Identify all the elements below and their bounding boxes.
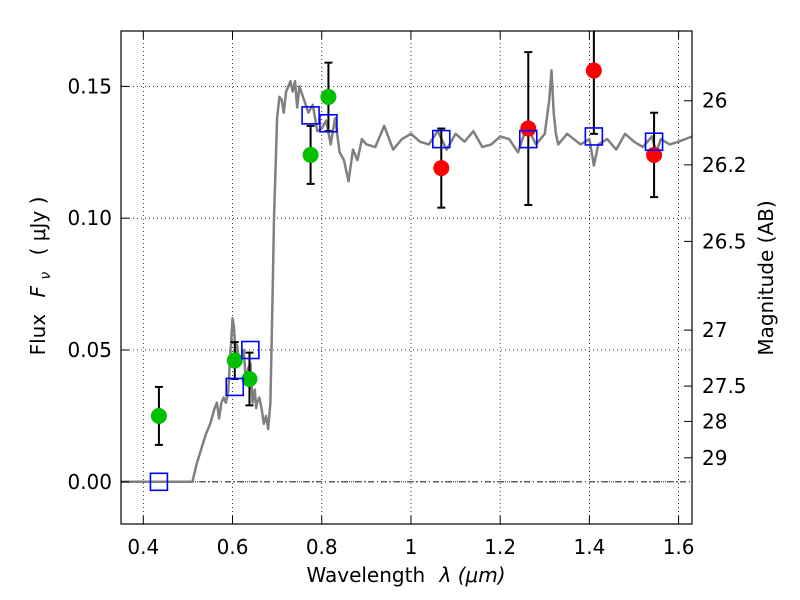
x-tick-label: 0.8 — [306, 535, 338, 559]
grid — [121, 31, 692, 524]
red-data-point — [646, 146, 663, 163]
blue-model-square — [584, 127, 604, 146]
green-data-point — [302, 146, 319, 163]
x-tick-label: 0.4 — [127, 535, 159, 559]
x-tick-label: 1.4 — [573, 535, 605, 559]
x-tick-label: 1 — [405, 535, 418, 559]
x-tick-label: 1.2 — [484, 535, 516, 559]
model-spectrum-line — [121, 69, 693, 484]
magnitude-tick-label: 26 — [702, 89, 727, 113]
data-markers — [149, 62, 664, 492]
error-bars — [154, 31, 659, 446]
y-axis-label-subscript: ν — [38, 272, 54, 280]
y-tick-label: 0.15 — [67, 74, 112, 98]
magnitude-tick-label: 27.5 — [702, 374, 747, 398]
x-axis-label-text: Wavelength — [306, 563, 425, 587]
model-spectrum-layer — [121, 69, 693, 484]
red-data-point — [520, 120, 537, 137]
magnitude-axis-label: Magnitude (AB) — [754, 200, 778, 355]
y-tick-label: 0.05 — [67, 338, 112, 362]
magnitude-tick-label: 26.2 — [702, 153, 747, 177]
green-data-point — [150, 407, 167, 424]
x-tick-label: 0.6 — [217, 535, 249, 559]
blue-model-square — [431, 129, 451, 149]
blue-model-square — [518, 129, 538, 149]
y-axis-label: Flux F ν ( μJy ) — [26, 197, 55, 356]
red-data-point — [433, 160, 450, 177]
plot-frame — [120, 30, 693, 525]
magnitude-tick-label: 29 — [702, 446, 727, 470]
magnitude-tick-label: 27 — [702, 318, 727, 342]
magnitude-tick-label: 26.5 — [702, 229, 747, 253]
red-data-point — [585, 62, 602, 79]
green-data-point — [226, 352, 243, 369]
blue-model-square — [225, 377, 245, 397]
x-axis-label-symbol: λ (μm) — [439, 563, 506, 587]
blue-model-square — [644, 132, 664, 152]
y-axis-label-unit: ( μJy ) — [26, 197, 50, 256]
y-axis-label-symbol: F — [26, 285, 50, 297]
green-data-point — [241, 371, 258, 387]
axis-ticks: 0.4 0.6 0.8 1 1.2 1.4 1.6 0.00 0.05 0.10 0.15 26 26.… — [67, 31, 747, 559]
blue-model-square — [319, 113, 338, 133]
y-tick-label: 0.10 — [67, 206, 112, 230]
blue-model-square — [241, 340, 260, 360]
green-data-point — [320, 88, 337, 105]
x-tick-label: 1.6 — [663, 535, 695, 559]
blue-model-square — [149, 472, 169, 492]
x-axis-label: Wavelength λ (μm) — [306, 563, 505, 587]
y-axis-label-text: Flux — [26, 314, 50, 356]
magnitude-tick-label: 28 — [702, 409, 727, 433]
y-tick-label: 0.00 — [67, 470, 112, 494]
blue-model-square — [301, 106, 320, 125]
